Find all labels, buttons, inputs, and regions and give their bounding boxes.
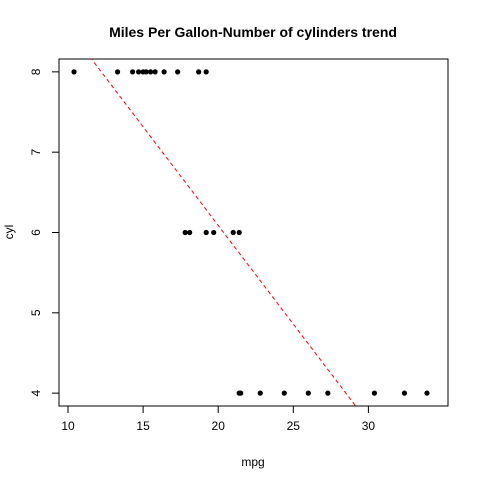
data-point: [238, 390, 244, 396]
data-point: [236, 229, 242, 236]
y-axis: 4 5 6 7 8: [29, 68, 60, 396]
x-tick-label: 20: [212, 419, 226, 433]
x-tick-label: 15: [136, 419, 150, 433]
data-point: [371, 390, 378, 396]
data-point: [325, 390, 331, 396]
data-point: [257, 390, 263, 396]
data-point: [281, 390, 287, 396]
data-point: [401, 390, 408, 396]
x-tick-label: 25: [287, 419, 301, 433]
data-point: [129, 69, 136, 75]
data-point: [182, 229, 188, 236]
data-point: [161, 69, 167, 75]
data-point: [114, 69, 121, 75]
data-point: [196, 69, 202, 75]
plot-frame: [58, 58, 449, 407]
x-axis: 10 15 20 25 30: [61, 405, 376, 433]
y-tick-label: 7: [29, 149, 43, 156]
data-point: [71, 69, 77, 75]
chart-title: Miles Per Gallon-Number of cylinders tre…: [109, 24, 397, 40]
y-tick-label: 6: [29, 229, 43, 236]
x-axis-label: mpg: [241, 455, 264, 469]
data-point: [148, 69, 154, 75]
data-point: [152, 69, 158, 75]
data-point: [203, 69, 209, 75]
data-point: [136, 69, 142, 75]
data-point: [187, 229, 193, 236]
data-point: [424, 390, 430, 396]
data-point: [175, 69, 181, 75]
data-point: [305, 390, 311, 396]
points-layer: [71, 69, 430, 396]
data-point: [203, 229, 209, 236]
x-tick-label: 30: [362, 419, 376, 433]
y-tick-label: 5: [29, 309, 43, 316]
y-axis-label: cyl: [2, 225, 16, 240]
y-tick-label: 8: [29, 68, 43, 75]
y-tick-label: 4: [29, 389, 43, 396]
data-point: [230, 229, 236, 236]
x-tick-label: 10: [61, 419, 75, 433]
data-point: [211, 229, 217, 236]
data-point: [143, 69, 149, 75]
